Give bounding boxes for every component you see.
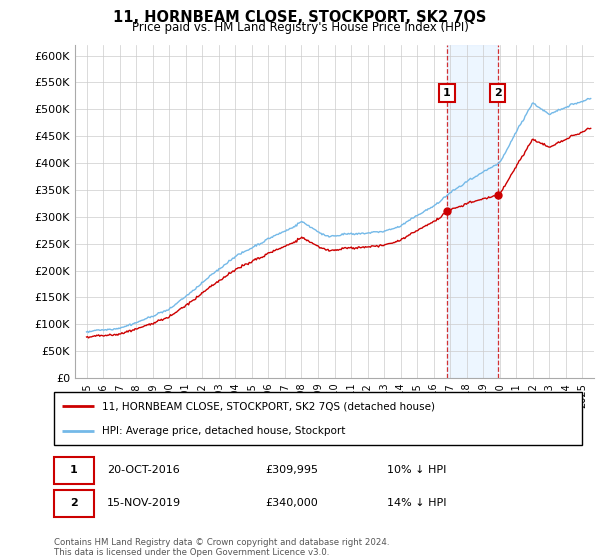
Text: 11, HORNBEAM CLOSE, STOCKPORT, SK2 7QS: 11, HORNBEAM CLOSE, STOCKPORT, SK2 7QS [113,10,487,25]
Text: HPI: Average price, detached house, Stockport: HPI: Average price, detached house, Stoc… [101,426,345,436]
FancyBboxPatch shape [54,490,94,517]
Text: 2: 2 [70,498,77,508]
FancyBboxPatch shape [54,392,582,445]
Text: 11, HORNBEAM CLOSE, STOCKPORT, SK2 7QS (detached house): 11, HORNBEAM CLOSE, STOCKPORT, SK2 7QS (… [101,402,434,412]
Text: £309,995: £309,995 [265,465,318,475]
Text: 10% ↓ HPI: 10% ↓ HPI [386,465,446,475]
Text: £340,000: £340,000 [265,498,318,508]
Bar [447,45,497,378]
Text: 14% ↓ HPI: 14% ↓ HPI [386,498,446,508]
Text: Price paid vs. HM Land Registry's House Price Index (HPI): Price paid vs. HM Land Registry's House … [131,21,469,34]
Text: 1: 1 [70,465,77,475]
Text: 15-NOV-2019: 15-NOV-2019 [107,498,181,508]
Text: 20-OCT-2016: 20-OCT-2016 [107,465,179,475]
Text: Contains HM Land Registry data © Crown copyright and database right 2024.
This d: Contains HM Land Registry data © Crown c… [54,538,389,557]
Text: 2: 2 [494,88,502,98]
FancyBboxPatch shape [54,458,94,484]
Text: 1: 1 [443,88,451,98]
